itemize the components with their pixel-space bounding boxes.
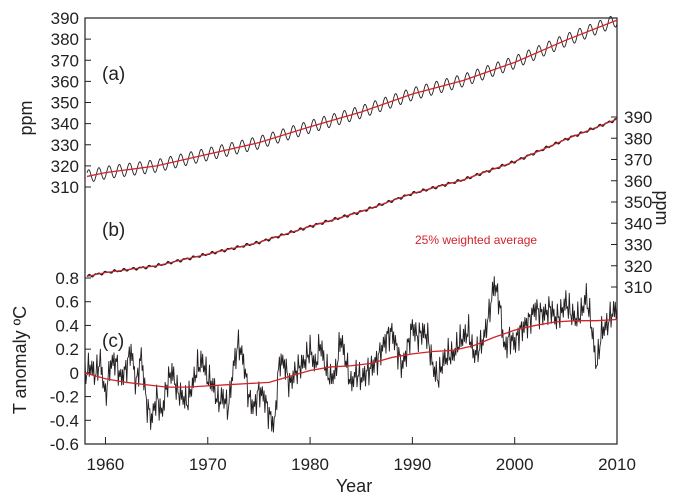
y-axis-title-co2-right: ppm	[652, 190, 672, 225]
series-line-co2-trend-a	[86, 19, 618, 178]
y-tick-label-co2-left: 340	[51, 115, 79, 134]
x-tick-label: 1990	[393, 455, 431, 474]
y-tick-label-co2-right: 370	[624, 151, 652, 170]
y-tick-label-co2-left: 380	[51, 30, 79, 49]
panel-label-a: (a)	[102, 64, 125, 85]
y-tick-label-co2-right: 310	[624, 278, 652, 297]
x-tick-label: 1980	[291, 455, 329, 474]
series-line-co2-deseasonalized	[86, 118, 617, 278]
y-tick-label-co2-left: 320	[51, 157, 79, 176]
y-tick-label-temp: -0.4	[50, 411, 79, 430]
panel-label-b: (b)	[102, 220, 125, 241]
y-tick-label-temp: 0.2	[55, 340, 79, 359]
y-tick-label-temp: -0.2	[50, 388, 79, 407]
y-tick-label-co2-right: 340	[624, 214, 652, 233]
y-tick-label-co2-right: 380	[624, 129, 652, 148]
y-tick-label-temp: 0	[70, 364, 79, 383]
y-tick-label-temp: 0.6	[55, 293, 79, 312]
x-tick-label: 1970	[189, 455, 227, 474]
panel-label-c: (c)	[102, 331, 124, 352]
y-tick-label-co2-right: 360	[624, 172, 652, 191]
x-axis-title: Year	[336, 476, 372, 496]
y-tick-label-co2-left: 390	[51, 9, 79, 28]
y-axis-title-co2-left: ppm	[16, 100, 36, 135]
series-line-temperature-anomaly	[84, 276, 618, 433]
y-tick-label-co2-left: 330	[51, 136, 79, 155]
series-line-co2-weighted-average	[86, 118, 618, 277]
y-tick-label-co2-left: 350	[51, 94, 79, 113]
panel-c-series	[84, 276, 618, 433]
y-tick-label-temp: -0.6	[50, 435, 79, 454]
panel-b-series	[86, 118, 618, 278]
plot-frame	[84, 17, 618, 445]
weighted-average-annotation: 25% weighted average	[415, 233, 537, 247]
x-tick-label: 2000	[496, 455, 534, 474]
series-line-temperature-trend	[84, 318, 618, 388]
x-tick-label: 1960	[87, 455, 125, 474]
y-tick-label-temp: 0.4	[55, 316, 79, 335]
tick-labels: 310 320 330 340 350 360 370 380 390 310 320 330 340 3…	[50, 9, 653, 474]
y-tick-label-temp: 0.8	[55, 269, 79, 288]
y-tick-label-co2-right: 320	[624, 257, 652, 276]
y-tick-label-co2-left: 370	[51, 51, 79, 70]
y-tick-label-co2-left: 360	[51, 72, 79, 91]
panel-a-series	[86, 15, 618, 182]
y-tick-label-co2-left: 310	[51, 178, 79, 197]
y-tick-label-co2-right: 350	[624, 193, 652, 212]
y-tick-label-co2-right: 330	[624, 236, 652, 255]
series-line-co2-monthly	[86, 15, 618, 182]
y-axis-title-temp: T anomaly ºC	[10, 306, 30, 414]
x-tick-label: 2010	[598, 455, 636, 474]
y-tick-label-co2-right: 390	[624, 108, 652, 127]
